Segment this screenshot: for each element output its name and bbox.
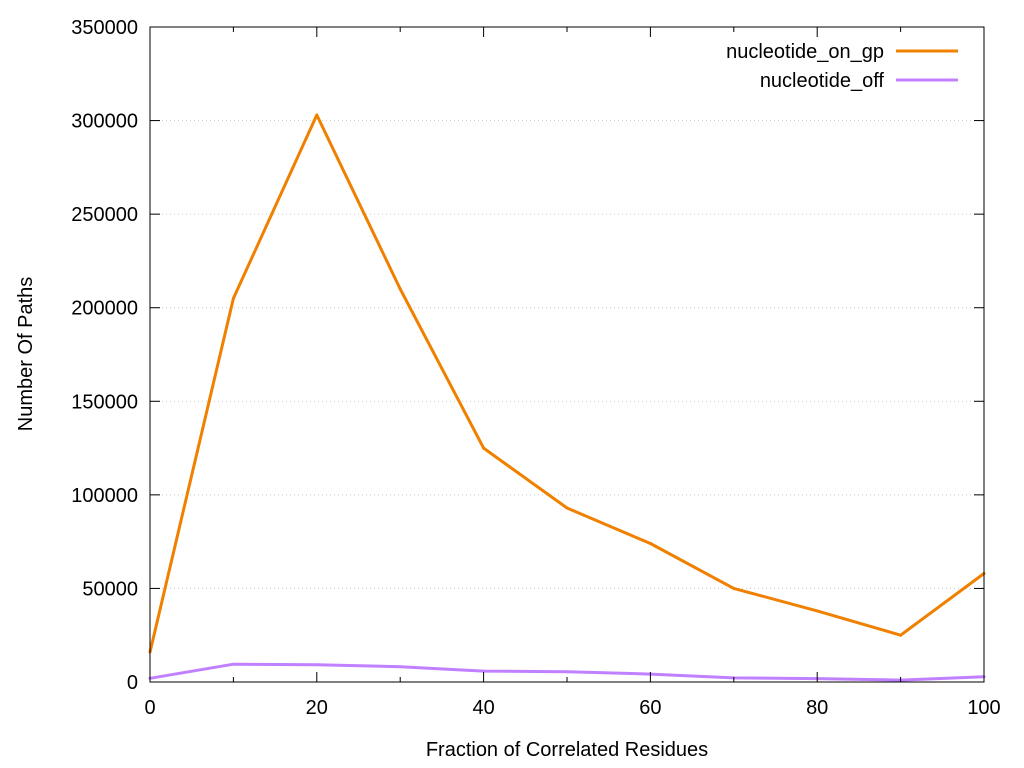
data-point [732,586,736,590]
data-point [648,542,652,546]
axis-ticks [149,26,985,683]
series-line-nucleotide_on_gp [148,113,985,653]
y-tick-label: 250000 [71,204,138,226]
y-axis-label: Number Of Paths [15,277,37,432]
data-point [482,669,486,673]
grid-lines [150,120,984,589]
x-tick-label: 40 [472,697,494,719]
y-tick-label: 50000 [82,578,138,600]
y-tick-label: 100000 [71,485,138,507]
x-tick-label: 60 [639,697,661,719]
y-tick-label: 200000 [71,298,138,320]
y-tick-label: 0 [127,672,138,694]
data-point [482,446,486,450]
data-point [315,113,319,117]
y-tick-label: 350000 [71,17,138,39]
data-point [815,609,819,613]
series-lines [148,113,986,682]
x-axis-label: Fraction of Correlated Residues [426,739,708,761]
data-point [398,665,402,669]
data-point [565,670,569,674]
legend: nucleotide_on_gp nucleotide_off [726,41,958,92]
y-tick-label: 150000 [71,391,138,413]
legend-label: nucleotide_off [760,70,885,92]
data-point [899,633,903,637]
x-tick-label: 100 [967,697,1000,719]
x-tick-label: 80 [806,697,828,719]
y-tick-label: 300000 [71,111,138,133]
data-point [398,287,402,291]
x-tick-label: 20 [306,697,328,719]
tick-labels: 0 50000 100000 150000 200000 250000 300000 3500… [71,17,1000,719]
plot-frame [149,26,985,683]
data-point [231,662,235,666]
data-point [565,506,569,510]
data-point [315,663,319,667]
data-point [231,296,235,300]
legend-label: nucleotide_on_gp [726,41,884,63]
x-tick-label: 0 [144,697,155,719]
